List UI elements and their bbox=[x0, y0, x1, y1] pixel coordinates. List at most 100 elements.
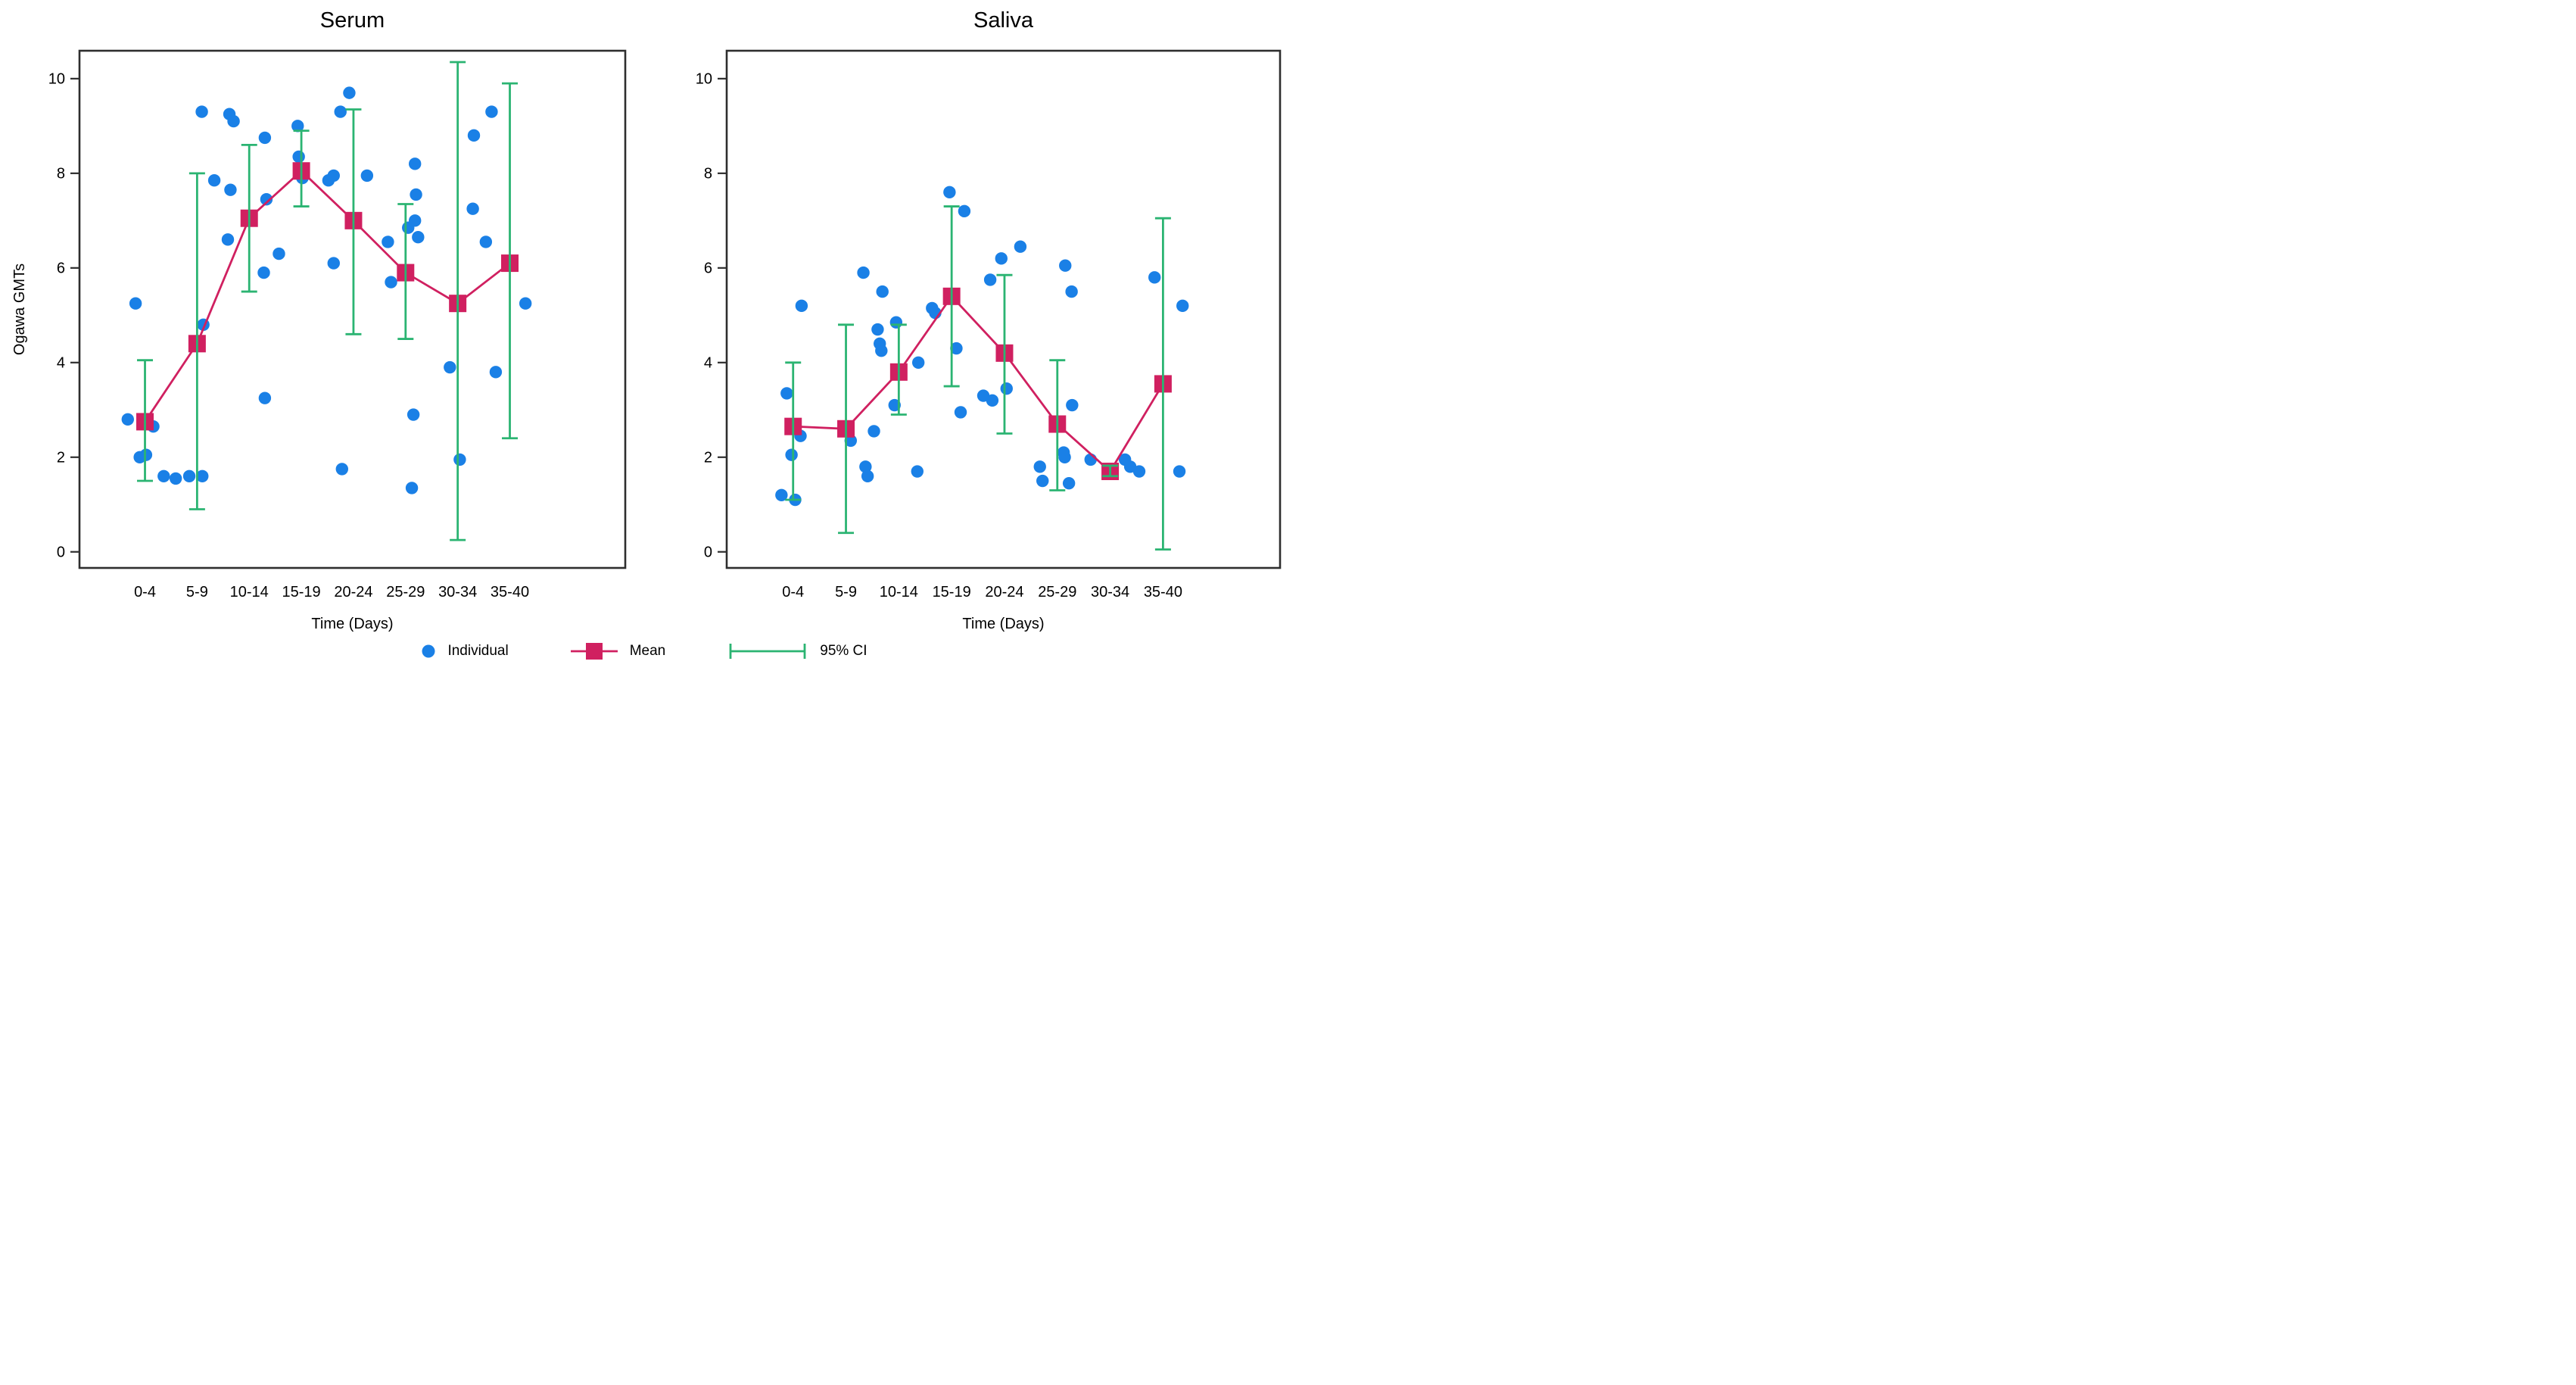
data-point bbox=[227, 114, 240, 128]
y-tick-label: 10 bbox=[696, 70, 712, 87]
y-tick-label: 4 bbox=[57, 354, 65, 371]
x-tick-label: 25-29 bbox=[386, 584, 425, 600]
data-point bbox=[861, 469, 874, 482]
data-point bbox=[780, 387, 793, 400]
mean-square-icon bbox=[570, 643, 618, 660]
legend-label-ci: 95% CI bbox=[820, 643, 867, 659]
data-point bbox=[911, 465, 924, 478]
data-point bbox=[983, 273, 997, 286]
chart-serum: Serum 0 2 4 6 8 10 0-4 5-9 10-14 15-19 20-24 25-29 30… bbox=[11, 8, 627, 632]
data-point bbox=[958, 204, 971, 218]
data-point bbox=[1058, 451, 1071, 463]
x-tick-label: 25-29 bbox=[1038, 584, 1076, 600]
data-point bbox=[444, 360, 456, 374]
data-point bbox=[157, 469, 170, 482]
data-point bbox=[360, 169, 374, 182]
x-tick-label: 10-14 bbox=[230, 584, 269, 600]
figure-root: Serum 0 2 4 6 8 10 0-4 5-9 10-14 15-19 20-24 25-29 30… bbox=[0, 0, 1288, 693]
y-tick-label: 10 bbox=[48, 70, 65, 87]
data-point bbox=[775, 488, 788, 501]
data-point bbox=[221, 233, 235, 246]
data-point bbox=[519, 297, 532, 310]
x-tick-label: 35-40 bbox=[491, 584, 529, 600]
x-tick-label: 15-19 bbox=[282, 584, 321, 600]
data-point bbox=[1148, 271, 1161, 284]
data-point bbox=[485, 105, 498, 118]
data-point bbox=[785, 448, 798, 461]
data-point bbox=[334, 105, 347, 118]
data-point bbox=[844, 434, 858, 448]
x-tick-label: 35-40 bbox=[1144, 584, 1182, 600]
x-tick-label: 5-9 bbox=[186, 584, 208, 600]
legend: Individual Mean 95% CI bbox=[0, 640, 1288, 663]
data-point bbox=[467, 129, 481, 142]
data-point bbox=[410, 188, 422, 201]
data-point bbox=[327, 257, 340, 270]
data-point bbox=[291, 120, 304, 133]
x-tick-label: 0-4 bbox=[134, 584, 156, 600]
y-tick-label: 2 bbox=[704, 449, 712, 466]
mean-line bbox=[793, 295, 1164, 473]
data-point bbox=[129, 297, 142, 310]
data-point bbox=[405, 482, 419, 494]
data-point bbox=[857, 266, 870, 279]
x-tick-label: 30-34 bbox=[438, 584, 477, 600]
data-point bbox=[1173, 465, 1186, 478]
data-point bbox=[1066, 398, 1079, 412]
x-tick-label: 30-34 bbox=[1091, 584, 1129, 600]
legend-label-individual: Individual bbox=[447, 643, 509, 659]
legend-item-ci: 95% CI bbox=[726, 640, 867, 663]
data-point bbox=[1059, 259, 1072, 272]
plot-border bbox=[78, 49, 627, 569]
data-point bbox=[408, 158, 422, 170]
data-point bbox=[182, 469, 196, 482]
data-point bbox=[273, 247, 285, 260]
data-point bbox=[453, 453, 466, 466]
x-tick-label: 15-19 bbox=[933, 584, 971, 600]
data-point bbox=[385, 276, 397, 289]
data-point bbox=[995, 252, 1008, 265]
legend-label-mean: Mean bbox=[629, 643, 666, 659]
data-point bbox=[466, 202, 479, 215]
data-point bbox=[859, 460, 872, 473]
plot-border bbox=[725, 49, 1282, 569]
data-point bbox=[889, 316, 903, 329]
data-point bbox=[795, 299, 808, 313]
data-point bbox=[911, 356, 925, 369]
x-tick-label: 10-14 bbox=[880, 584, 918, 600]
x-axis-label: Time (Days) bbox=[962, 616, 1044, 632]
y-axis-label: Ogawa GMTs bbox=[11, 264, 28, 355]
data-point bbox=[1132, 465, 1146, 478]
data-point bbox=[986, 394, 999, 407]
y-tick-label: 2 bbox=[57, 449, 65, 466]
data-point bbox=[1036, 474, 1049, 488]
data-point bbox=[260, 193, 273, 206]
x-tick-label: 0-4 bbox=[782, 584, 804, 600]
individual-dot-icon bbox=[422, 644, 435, 658]
data-point bbox=[169, 472, 182, 485]
y-tick-label: 8 bbox=[704, 165, 712, 182]
data-point bbox=[382, 236, 394, 248]
data-point bbox=[335, 463, 348, 476]
data-point bbox=[954, 406, 967, 419]
data-point bbox=[1033, 460, 1046, 473]
y-tick-label: 4 bbox=[704, 354, 712, 371]
data-point bbox=[943, 186, 956, 199]
y-tick-label: 0 bbox=[57, 544, 65, 560]
data-point bbox=[195, 105, 208, 118]
legend-item-mean: Mean bbox=[569, 640, 666, 663]
x-axis-label: Time (Days) bbox=[311, 616, 393, 632]
y-tick-label: 6 bbox=[57, 260, 65, 276]
data-point bbox=[196, 469, 209, 482]
data-point bbox=[292, 150, 305, 164]
data-point bbox=[479, 236, 493, 248]
data-point bbox=[327, 169, 340, 182]
panel-title: Serum bbox=[320, 8, 385, 33]
data-point bbox=[888, 398, 901, 412]
x-tick-label: 5-9 bbox=[835, 584, 857, 600]
data-point bbox=[257, 266, 270, 279]
data-point bbox=[402, 221, 415, 234]
data-point bbox=[1176, 299, 1189, 313]
data-point bbox=[1000, 382, 1013, 395]
data-point bbox=[207, 174, 221, 187]
